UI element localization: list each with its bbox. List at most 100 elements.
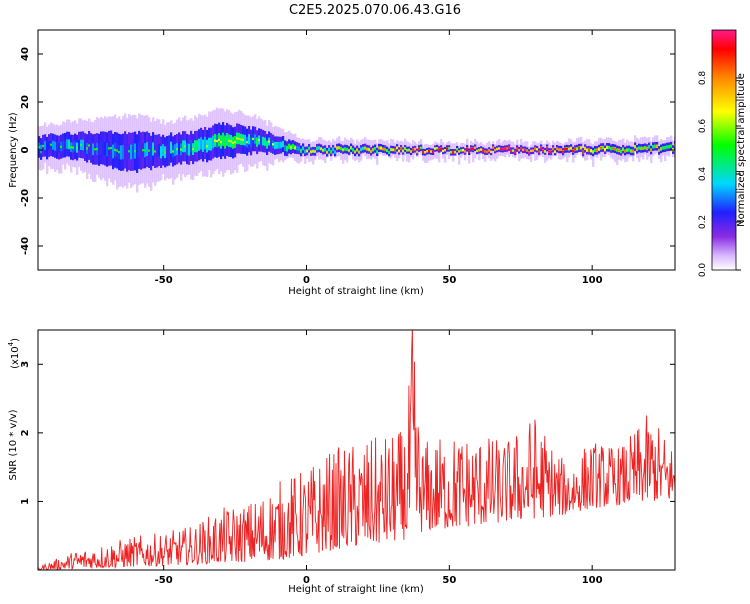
heatmap-cell-peak xyxy=(306,149,309,153)
top-axes: -50 0 50 100 -40 -20 0 20 40 xyxy=(20,30,675,286)
heatmap-cell-core xyxy=(458,150,461,153)
heatmap-cell-core xyxy=(212,135,215,149)
heatmap-cell-peak xyxy=(348,149,351,152)
heatmap-cell-peak xyxy=(378,146,381,150)
y-tick-label: 2 xyxy=(20,429,31,436)
colorbar-tick-label: 0.8 xyxy=(698,71,708,86)
heatmap-cell-peak xyxy=(366,148,369,151)
heatmap-cell-core xyxy=(506,147,509,150)
heatmap-cell-peak xyxy=(418,147,421,150)
heatmap-cell-peak xyxy=(218,138,221,141)
heatmap-cell-core xyxy=(662,146,665,150)
bottom-axes: -50 0 50 100 1 2 3 xyxy=(20,330,675,586)
heatmap-cell-peak xyxy=(290,146,293,149)
heatmap-cell-core xyxy=(278,141,281,149)
heatmap-cell-core xyxy=(654,144,657,148)
heatmap-cell-core xyxy=(54,141,57,151)
heatmap-cell-core xyxy=(318,146,321,150)
heatmap-cell-core xyxy=(474,146,477,149)
heatmap-cell-peak xyxy=(72,146,75,149)
heatmap-cell-core xyxy=(140,143,143,159)
heatmap-cell-core xyxy=(530,149,533,153)
heatmap-cell-core xyxy=(264,137,267,146)
heatmap-cell-core xyxy=(448,147,451,150)
heatmap-cell-peak xyxy=(400,147,403,150)
bottom-plot-frame xyxy=(37,329,676,571)
top-y-axis-label: Frequency (Hz) xyxy=(8,112,19,188)
heatmap-cell-peak xyxy=(370,150,373,153)
heatmap-cell-core xyxy=(526,149,529,152)
heatmap-cell-peak xyxy=(320,147,323,150)
y-tick-label: 20 xyxy=(20,95,31,109)
heatmap-cell-core xyxy=(346,147,349,152)
colorbar-ticks: 0.0 0.2 0.4 0.6 0.8 xyxy=(698,71,741,277)
heatmap-cell-core xyxy=(580,146,583,150)
heatmap-cell-peak xyxy=(114,148,117,151)
heatmap-cell-peak xyxy=(172,150,175,153)
heatmap-cell-core xyxy=(586,148,589,152)
heatmap-cell-core xyxy=(476,149,479,153)
heatmap-cell-peak xyxy=(440,147,443,150)
y-tick-label: 0 xyxy=(20,146,31,153)
bottom-x-axis-label: Height of straight line (km) xyxy=(288,584,424,595)
heatmap-cell-core xyxy=(112,144,115,159)
heatmap-cell-core xyxy=(484,150,487,153)
heatmap-cell-core xyxy=(544,150,547,153)
heatmap-cell-peak xyxy=(38,145,41,149)
heatmap-cell-core xyxy=(78,139,81,150)
heatmap-cell-peak xyxy=(510,149,513,152)
heatmap-cell-core xyxy=(398,149,401,153)
heatmap-cell-core xyxy=(602,145,605,150)
heatmap-cell-core xyxy=(66,139,69,149)
heatmap-cell-peak xyxy=(562,150,565,153)
heatmap-cell-peak xyxy=(164,151,167,154)
x-tick-label: -50 xyxy=(155,275,173,286)
heatmap-cell-peak xyxy=(234,141,237,144)
heatmap-cell-core xyxy=(622,147,625,151)
heatmap-cell-peak xyxy=(60,145,63,148)
heatmap-cell-core xyxy=(64,140,67,150)
y-tick-label: 1 xyxy=(20,498,31,505)
heatmap-cell-core xyxy=(40,144,43,154)
heatmap-cell-peak xyxy=(268,140,271,143)
heatmap-cell-core xyxy=(652,145,655,149)
heatmap-cell-core xyxy=(462,148,465,152)
heatmap-cell-core xyxy=(522,148,525,152)
top-x-axis-label: Height of straight line (km) xyxy=(288,286,424,297)
heatmap-cell-peak xyxy=(564,148,567,151)
heatmap-cell-core xyxy=(360,147,363,152)
heatmap-cell-peak xyxy=(96,147,99,151)
heatmap-cell-peak xyxy=(184,145,187,148)
heatmap-cell-peak xyxy=(230,140,233,143)
heatmap-cell-core xyxy=(340,146,343,151)
heatmap-cell-core xyxy=(248,134,251,145)
colorbar-tick-label: 0.2 xyxy=(698,215,708,229)
heatmap-cell-peak xyxy=(228,139,231,142)
heatmap-cell-core xyxy=(350,146,353,150)
heatmap-cell-core xyxy=(202,139,205,152)
heatmap-cell-core xyxy=(402,149,405,153)
heatmap-cell-peak xyxy=(578,146,581,150)
heatmap-cell-peak xyxy=(310,150,313,153)
heatmap-cell-core xyxy=(610,147,613,151)
heatmap-cell-peak xyxy=(242,138,245,141)
heatmap-cell-peak xyxy=(336,147,339,150)
heatmap-cell-core xyxy=(430,150,433,153)
heatmap-cell-core xyxy=(224,135,227,149)
heatmap-cell-core xyxy=(388,150,391,154)
heatmap-cell-halo xyxy=(458,145,461,165)
spectrogram-heatmap xyxy=(38,107,675,193)
heatmap-cell-peak xyxy=(504,147,507,150)
figure-title: C2E5.2025.070.06.43.G16 xyxy=(289,3,461,18)
heatmap-cell-peak xyxy=(176,148,179,151)
heatmap-cell-core xyxy=(282,140,285,148)
heatmap-cell-peak xyxy=(438,148,441,151)
heatmap-cell-core xyxy=(158,143,161,157)
heatmap-cell-core xyxy=(260,135,263,145)
heatmap-cell-peak xyxy=(356,148,359,152)
heatmap-cell-peak xyxy=(110,147,113,150)
heatmap-cell-core xyxy=(538,150,541,153)
heatmap-cell-core xyxy=(62,140,65,151)
heatmap-cell-core xyxy=(630,149,633,153)
